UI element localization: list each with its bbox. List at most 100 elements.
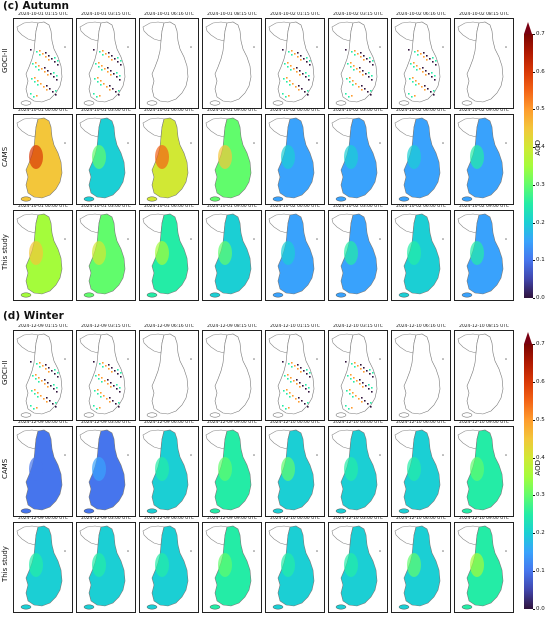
goci-pixel	[119, 387, 121, 389]
goci-pixel	[97, 77, 99, 79]
north-outline	[79, 525, 102, 546]
goci-pixel	[301, 400, 303, 402]
goci-pixel	[95, 63, 97, 65]
jeju-island	[146, 196, 158, 202]
goci-pixel	[290, 381, 292, 383]
ulleung-island	[505, 46, 507, 48]
goci-pixel	[101, 381, 103, 383]
goci-pixel	[370, 94, 372, 96]
goci-pixel	[117, 61, 119, 63]
ulleung-island	[190, 142, 192, 144]
north-outline	[16, 525, 39, 546]
map-frame	[202, 330, 262, 421]
goci-pixel	[433, 90, 435, 92]
goci-pixel	[108, 368, 110, 370]
goci-pixel	[115, 403, 117, 405]
goci-pixel	[93, 49, 95, 51]
ulleung-island	[64, 46, 66, 48]
korea-map	[205, 333, 255, 418]
map-panel: 2024-10-01 00:00 UTC	[13, 204, 73, 301]
panel-timestamp: 2024-12-09 00:00 UTC	[18, 516, 68, 521]
goci-pixel	[99, 363, 101, 365]
goci-pixel	[109, 401, 111, 403]
goci-pixel	[417, 54, 419, 56]
aod-hotspot	[218, 457, 232, 481]
north-outline	[331, 429, 354, 450]
aod-hotspot	[470, 457, 484, 481]
goci-pixel	[345, 361, 347, 363]
goci-pixel	[118, 90, 120, 92]
goci-pixel	[307, 406, 309, 408]
goci-pixel	[41, 68, 43, 70]
goci-pixel	[350, 62, 352, 64]
ulleung-island	[253, 238, 255, 240]
goci-pixel	[356, 380, 358, 382]
jeju-island	[209, 100, 221, 106]
north-outline	[142, 213, 165, 234]
goci-pixel	[33, 96, 35, 98]
jeju-island	[20, 508, 32, 514]
goci-pixel	[34, 393, 36, 395]
goci-pixel	[366, 58, 368, 60]
north-outline	[394, 117, 417, 138]
goci-pixel	[306, 373, 308, 375]
north-outline	[394, 429, 417, 450]
goci-pixel	[46, 89, 48, 91]
goci-pixel	[300, 371, 302, 373]
jeju-island	[398, 292, 410, 298]
korea-map	[16, 429, 66, 514]
north-outline	[331, 117, 354, 138]
goci-pixel	[108, 364, 110, 366]
goci-pixel	[51, 370, 53, 372]
map-panel: 2024-12-10 03:00 UTC	[328, 420, 388, 517]
goci-pixel	[110, 70, 112, 72]
goci-pixel	[103, 83, 105, 85]
goci-pixel	[299, 382, 301, 384]
goci-pixel	[369, 369, 371, 371]
ulleung-island	[442, 46, 444, 48]
goci-pixel	[103, 395, 105, 397]
map-frame	[202, 210, 262, 301]
goci-pixel	[46, 401, 48, 403]
goci-pixel	[35, 66, 37, 68]
jeju-island	[146, 292, 158, 298]
jeju-island	[335, 604, 347, 610]
colorbar-tick-label: 0.6	[536, 378, 545, 385]
goci-pixel	[112, 400, 114, 402]
goci-pixel	[116, 388, 118, 390]
goci-pixel	[288, 51, 290, 53]
goci-pixel	[109, 397, 111, 399]
goci-pixel	[56, 391, 58, 393]
jeju-island	[209, 604, 221, 610]
ulleung-island	[253, 142, 255, 144]
ulleung-island	[127, 454, 129, 456]
aod-hotspot	[92, 457, 106, 481]
goci-pixel	[348, 408, 350, 410]
map-panel: 2024-10-02 06:00 UTC	[391, 204, 451, 301]
goci-pixel	[429, 58, 431, 60]
goci-pixel	[435, 60, 437, 62]
goci-pixel	[371, 75, 373, 77]
north-outline	[142, 21, 165, 42]
korea-map	[268, 525, 318, 610]
goci-pixel	[361, 89, 363, 91]
panel-timestamp: 2024-10-01 06:00 UTC	[144, 108, 194, 113]
goci-pixel	[294, 365, 296, 367]
goci-pixel	[355, 395, 357, 397]
panel-timestamp: 2024-12-10 03:00 UTC	[333, 516, 383, 521]
goci-pixel	[346, 390, 348, 392]
jeju-island	[209, 196, 221, 202]
goci-pixel	[354, 50, 356, 52]
goci-pixel	[305, 72, 307, 74]
goci-pixel	[412, 77, 414, 79]
map-frame	[328, 114, 388, 205]
aod-hotspot	[407, 145, 421, 169]
korea-map	[205, 213, 255, 298]
goci-pixel	[288, 95, 290, 97]
goci-pixel	[52, 91, 54, 93]
north-outline	[331, 333, 354, 354]
goci-pixel	[55, 94, 57, 96]
jeju-island	[398, 604, 410, 610]
north-outline	[457, 333, 480, 354]
goci-pixel	[417, 50, 419, 52]
